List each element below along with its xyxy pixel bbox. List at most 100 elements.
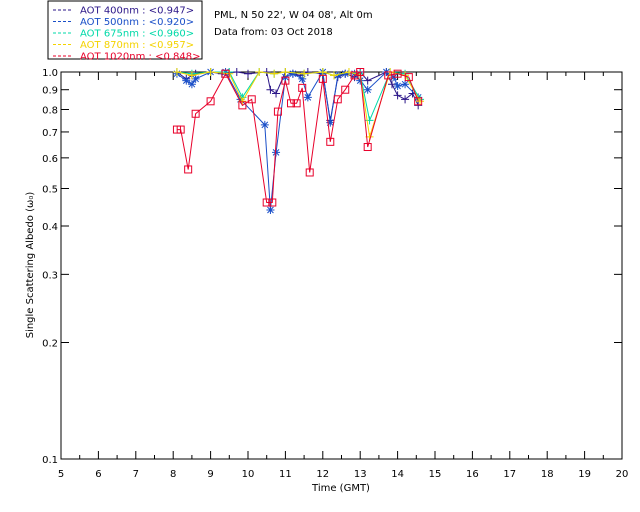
x-tick-label: 14	[391, 469, 404, 480]
data-point	[326, 118, 335, 127]
data-point	[298, 83, 307, 92]
data-point	[273, 107, 282, 116]
x-tick-label: 19	[578, 469, 591, 480]
x-tick-label: 5	[58, 469, 64, 480]
data-point	[414, 97, 423, 106]
data-point	[305, 168, 314, 177]
data-point	[404, 73, 413, 82]
data-point	[184, 165, 193, 174]
y-tick-label: 1.0	[42, 68, 58, 79]
x-tick-label: 20	[616, 469, 629, 480]
data-point	[172, 68, 181, 76]
x-tick-label: 15	[429, 469, 442, 480]
x-tick-label: 11	[279, 469, 292, 480]
data-point	[281, 68, 290, 76]
data-point	[341, 69, 350, 78]
data-point	[191, 109, 200, 118]
data-point	[288, 69, 297, 78]
x-tick-label: 8	[170, 469, 176, 480]
axes: 5 6 7 8 9 10 11 12 13 14 15 16 17 18 19 20 0.1 0.2 0.3 0.4 0…	[42, 68, 628, 480]
data-point	[363, 76, 372, 85]
data-point	[266, 85, 275, 94]
data-point	[333, 95, 342, 104]
data-point	[287, 99, 296, 108]
data-point	[206, 68, 215, 76]
data-point	[318, 68, 327, 76]
data-point	[247, 95, 256, 104]
data-point	[191, 74, 200, 83]
data-point	[416, 97, 425, 106]
date-info: Data from: 03 Oct 2018	[214, 27, 333, 38]
data-point	[187, 71, 196, 80]
legend-box	[47, 0, 203, 60]
legend-entry: AOT 675nm : <0.960>	[80, 29, 194, 40]
data-point	[303, 93, 312, 102]
y-tick-label: 0.7	[42, 128, 58, 139]
legend-entry: AOT 1020nm : <0.848>	[80, 52, 200, 63]
x-tick-label: 6	[95, 469, 101, 480]
x-tick-label: 7	[133, 469, 139, 480]
data-point	[270, 69, 279, 78]
data-point	[236, 95, 245, 104]
data-point	[187, 80, 196, 89]
y-tick-label: 0.1	[42, 455, 58, 466]
site-info: PML, N 50 22', W 04 08', Alt 0m	[214, 10, 373, 21]
x-axis-title: Time (GMT)	[311, 483, 370, 494]
x-tick-label: 12	[316, 469, 329, 480]
y-tick-label: 0.6	[42, 154, 58, 165]
data-point	[176, 125, 185, 134]
data-point	[298, 74, 307, 83]
x-tick-label: 18	[541, 469, 554, 480]
data-point	[238, 101, 247, 110]
x-tick-label: 10	[242, 469, 255, 480]
plot-frame	[60, 71, 623, 460]
y-tick-label: 0.8	[42, 106, 58, 117]
data-point	[303, 68, 312, 76]
x-tick-label: 9	[207, 469, 213, 480]
data-point	[401, 95, 410, 104]
data-point	[266, 205, 275, 214]
data-point	[330, 71, 339, 80]
legend: AOT 400nm : <0.947>AOT 500nm : <0.920>AO…	[53, 6, 200, 63]
y-tick-label: 0.3	[42, 270, 58, 281]
x-tick-label: 17	[503, 469, 516, 480]
data-point	[255, 68, 264, 76]
series-line	[176, 71, 419, 203]
data-point	[387, 80, 396, 89]
data-point	[272, 148, 281, 157]
legend-entry: AOT 400nm : <0.947>	[80, 6, 194, 17]
data-point	[300, 69, 309, 78]
data-point	[206, 97, 215, 106]
data-point	[363, 85, 372, 94]
data-point	[363, 143, 372, 152]
data-point	[414, 101, 423, 110]
data-point	[393, 91, 402, 100]
data-point	[401, 80, 410, 89]
x-tick-label: 16	[466, 469, 479, 480]
x-tick-label: 13	[354, 469, 367, 480]
y-tick-label: 0.4	[42, 222, 58, 233]
data-point	[356, 68, 365, 76]
data-point	[182, 76, 191, 85]
data-point	[393, 69, 402, 78]
data-point	[384, 71, 393, 80]
data-point	[260, 120, 269, 129]
y-tick-label: 0.5	[42, 184, 58, 195]
data-point	[262, 68, 271, 76]
data-point	[221, 69, 230, 78]
data-point	[356, 76, 365, 85]
data-point	[341, 85, 350, 94]
data-point	[393, 82, 402, 91]
series-line	[176, 70, 419, 211]
data-point	[318, 74, 327, 83]
data-point	[272, 89, 281, 98]
data-point	[232, 68, 241, 76]
y-tick-label: 0.9	[42, 86, 58, 97]
data-point	[281, 76, 290, 85]
series-5	[172, 68, 423, 207]
data-point	[262, 198, 271, 207]
legend-entry: AOT 870nm : <0.957>	[80, 40, 194, 51]
data-point	[292, 99, 301, 108]
series-layer	[172, 68, 425, 214]
